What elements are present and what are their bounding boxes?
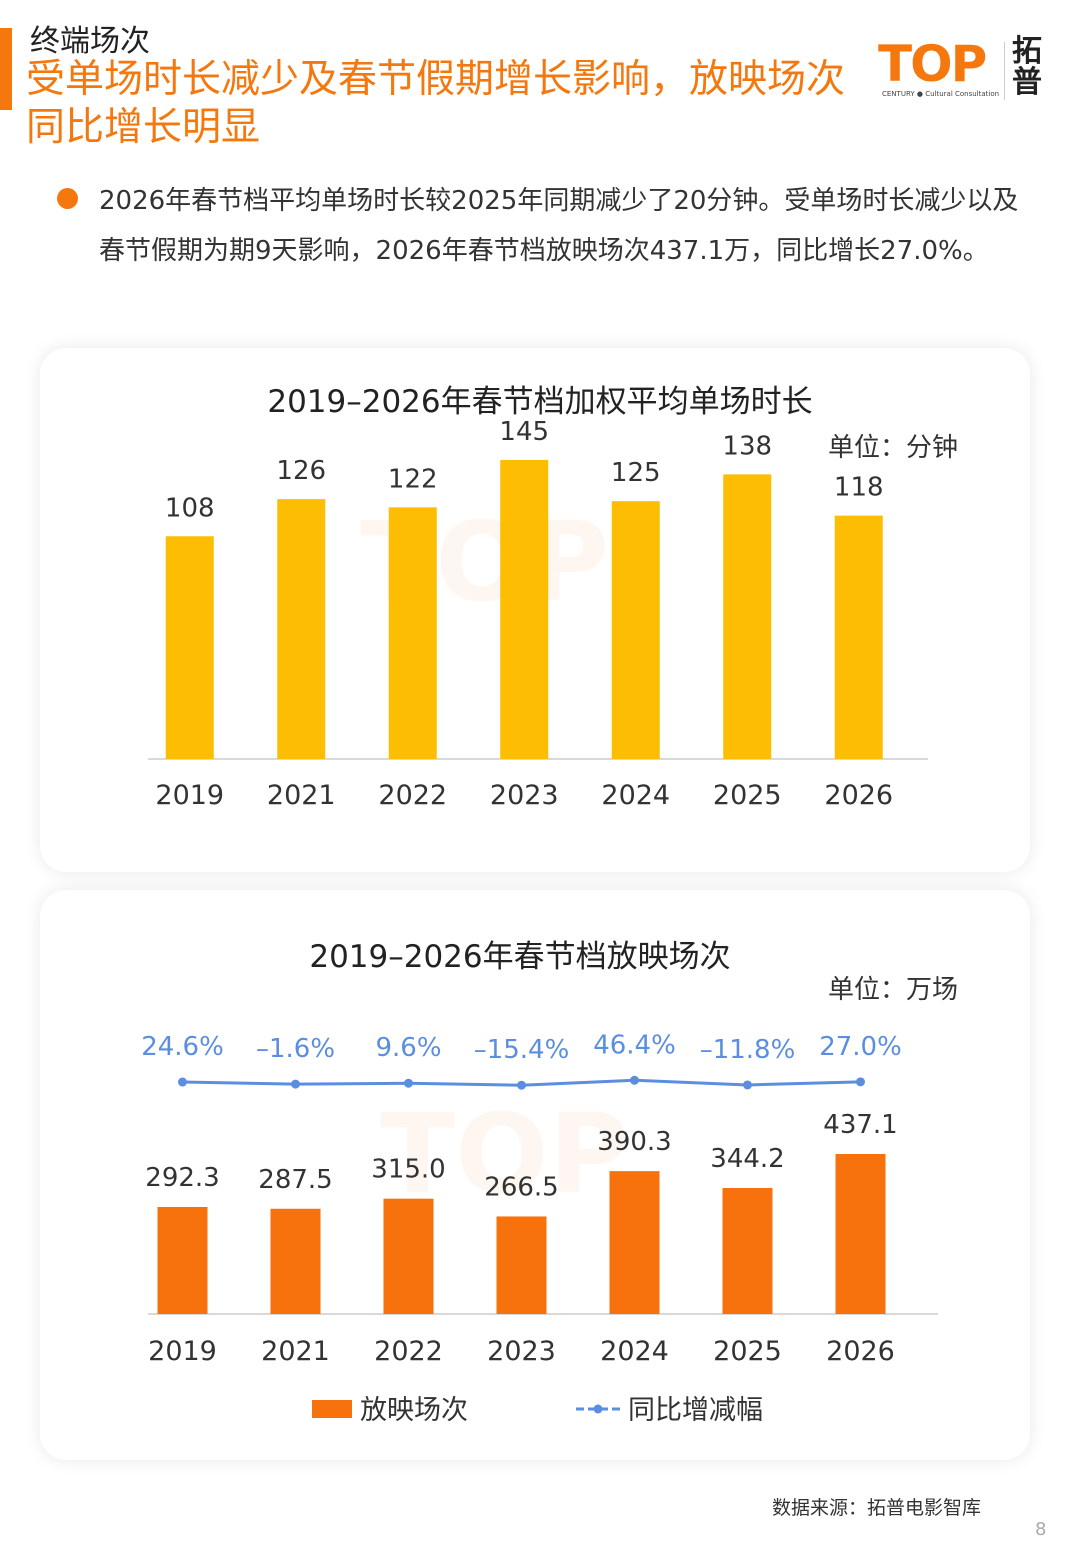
x-tick-label: 2019 — [148, 1336, 217, 1367]
x-tick-label: 2019 — [155, 780, 224, 811]
logo-subtitle: CENTURY ● Cultural Consultation — [882, 90, 1000, 98]
data-label: 266.5 — [484, 1172, 558, 1202]
logo-chinese-line-2: 普 — [1012, 65, 1042, 100]
yoy-label: –1.6% — [256, 1034, 335, 1064]
logo-mark: TOP — [878, 35, 987, 93]
data-label: 122 — [388, 464, 438, 494]
bar — [611, 501, 660, 759]
x-tick-label: 2022 — [374, 1336, 443, 1367]
legend-bar-label: 放映场次 — [360, 1395, 468, 1426]
legend-bar-swatch — [312, 1400, 352, 1418]
yoy-label: –15.4% — [474, 1035, 570, 1065]
legend-line-marker — [593, 1404, 603, 1414]
data-label: 126 — [276, 456, 326, 486]
logo-divider — [1004, 42, 1005, 100]
logo-chinese: 拓 普 — [1012, 36, 1052, 98]
data-label: 315.0 — [371, 1155, 445, 1185]
yoy-point — [743, 1080, 752, 1090]
chart-title: 2019–2026年春节档放映场次 — [309, 939, 730, 975]
yoy-label: 24.6% — [141, 1032, 224, 1062]
yoy-label: 9.6% — [375, 1033, 441, 1063]
bar — [383, 1198, 434, 1314]
yoy-point — [630, 1075, 639, 1085]
data-label: 437.1 — [823, 1110, 897, 1140]
yoy-point — [856, 1077, 865, 1087]
yoy-label: 46.4% — [593, 1030, 676, 1060]
duration-chart-card: TOP 2019–2026年春节档加权平均单场时长 单位：分钟 108 2019 126… — [40, 348, 1030, 872]
data-label: 344.2 — [710, 1144, 784, 1174]
legend-line-label: 同比增减幅 — [628, 1395, 763, 1426]
data-label: 287.5 — [258, 1165, 332, 1195]
data-label: 292.3 — [145, 1163, 219, 1193]
summary-text: 2026年春节档平均单场时长较2025年同期减少了20分钟。受单场时长减少以及春… — [99, 186, 1019, 266]
yoy-point — [517, 1080, 526, 1090]
bar — [835, 1154, 886, 1314]
bar — [157, 1207, 208, 1314]
bar — [277, 499, 326, 759]
chart-title: 2019–2026年春节档加权平均单场时长 — [267, 384, 812, 420]
x-tick-label: 2024 — [601, 780, 670, 811]
bar — [496, 1216, 547, 1314]
bar — [500, 459, 549, 759]
screenings-chart-card: TOP 2019–2026年春节档放映场次单位：万场 24.6% –1.6% 9.6%… — [40, 890, 1030, 1460]
bar — [723, 474, 772, 759]
x-tick-label: 2023 — [490, 780, 559, 811]
x-tick-label: 2022 — [378, 780, 447, 811]
top-logo: TOP CENTURY ● Cultural Consultation 拓 普 — [878, 36, 1054, 106]
x-tick-label: 2023 — [487, 1336, 556, 1367]
data-label: 125 — [611, 458, 661, 488]
data-source: 数据来源：拓普电影智库 — [772, 1497, 982, 1519]
bar — [722, 1188, 773, 1314]
page-number: 8 — [1035, 1519, 1047, 1540]
bar — [270, 1208, 321, 1314]
watermark-icon: TOP — [380, 1090, 630, 1218]
x-tick-label: 2024 — [600, 1336, 669, 1367]
section-title: 终端场次 — [30, 24, 150, 59]
accent-bar — [0, 28, 12, 110]
x-tick-label: 2021 — [261, 1336, 330, 1367]
logo-chinese-line-1: 拓 — [1012, 34, 1042, 69]
yoy-label: –11.8% — [700, 1035, 796, 1065]
data-label: 108 — [165, 493, 215, 523]
yoy-label: 27.0% — [819, 1032, 902, 1062]
bar — [834, 515, 883, 759]
headline-line-2: 同比增长明显 — [26, 105, 261, 150]
headline-line-1: 受单场时长减少及春节假期增长影响，放映场次 — [26, 57, 846, 102]
yoy-point — [404, 1078, 413, 1088]
bullet-icon — [57, 188, 78, 209]
bar — [609, 1171, 660, 1314]
x-tick-label: 2026 — [826, 1336, 895, 1367]
data-label: 118 — [834, 473, 884, 503]
yoy-point — [291, 1079, 300, 1089]
unit-label: 单位：万场 — [828, 975, 958, 1005]
data-label: 390.3 — [597, 1127, 671, 1157]
unit-label: 单位：分钟 — [828, 433, 958, 463]
x-tick-label: 2026 — [824, 780, 893, 811]
data-label: 138 — [722, 431, 772, 461]
x-tick-label: 2025 — [713, 780, 782, 811]
data-label: 145 — [499, 417, 549, 447]
bar — [388, 507, 437, 759]
x-tick-label: 2025 — [713, 1336, 782, 1367]
page-headline: 受单场时长减少及春节假期增长影响，放映场次 同比增长明显 — [26, 56, 876, 152]
x-tick-label: 2021 — [267, 780, 336, 811]
bar — [165, 536, 214, 759]
yoy-point — [178, 1077, 187, 1087]
